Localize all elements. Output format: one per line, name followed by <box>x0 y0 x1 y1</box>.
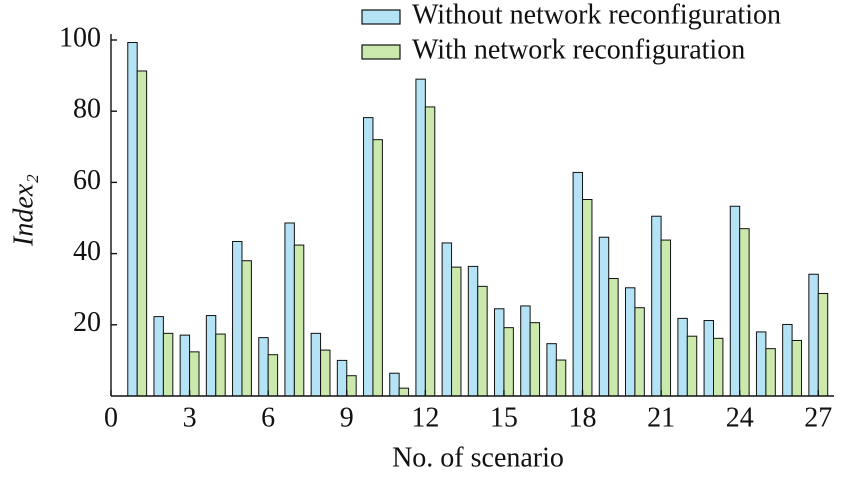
bar <box>529 322 541 397</box>
bar <box>651 215 662 397</box>
bar <box>808 273 819 397</box>
bar <box>336 359 348 397</box>
bar <box>136 70 148 397</box>
bar <box>162 332 174 397</box>
bar <box>415 78 426 397</box>
legend-label: Without network reconfiguration <box>412 0 781 30</box>
bar <box>258 337 269 397</box>
bar <box>494 308 505 397</box>
bar <box>189 351 200 397</box>
x-tick-label: 9 <box>340 402 354 433</box>
x-tick-label: 21 <box>647 402 675 433</box>
legend-swatch <box>361 9 401 25</box>
y-tick-label: 20 <box>73 307 101 338</box>
x-tick-label: 0 <box>104 402 118 433</box>
y-tick-label: 40 <box>73 236 101 267</box>
bar <box>320 349 331 397</box>
bar <box>310 332 322 397</box>
bar <box>634 307 645 397</box>
bar <box>817 292 829 397</box>
x-tick-label: 18 <box>569 402 597 433</box>
bar <box>546 343 557 397</box>
bar <box>739 228 750 397</box>
bar <box>451 266 462 397</box>
x-tick-label: 12 <box>411 402 439 433</box>
bar <box>782 323 793 397</box>
bar <box>467 265 479 397</box>
x-tick-label: 27 <box>804 402 832 433</box>
bar <box>660 239 672 397</box>
bar <box>346 375 357 397</box>
bar <box>598 236 610 397</box>
x-tick-label: 15 <box>490 402 518 433</box>
y-tick-label: 80 <box>73 94 101 125</box>
x-tick-label: 24 <box>726 402 754 433</box>
bar <box>791 339 803 397</box>
bar <box>363 117 374 397</box>
bar <box>241 260 252 397</box>
x-tick-label: 6 <box>261 402 275 433</box>
y-tick-label: 100 <box>59 22 101 53</box>
bar <box>284 222 295 397</box>
bar <box>608 278 619 397</box>
x-tick-label: 3 <box>183 402 197 433</box>
bar <box>205 315 217 397</box>
bar <box>232 240 243 397</box>
bar <box>215 333 226 397</box>
bar <box>503 327 514 397</box>
bar <box>520 305 531 397</box>
bar <box>703 320 715 397</box>
bar <box>477 285 488 397</box>
bar <box>677 317 688 397</box>
legend-label: With network reconfiguration <box>412 34 745 65</box>
legend-swatch <box>361 44 401 60</box>
bar <box>765 348 776 397</box>
bar <box>686 335 698 397</box>
x-axis-label: No. of scenario <box>392 442 564 473</box>
bar <box>389 372 400 397</box>
bar <box>441 242 453 397</box>
bar <box>582 198 593 397</box>
bar <box>624 287 636 397</box>
bar <box>267 354 279 397</box>
bar <box>398 387 410 397</box>
y-axis-label: Index₂ <box>8 174 39 247</box>
bar <box>372 139 383 397</box>
bar <box>179 334 191 397</box>
bar <box>293 244 305 397</box>
bar <box>713 337 724 397</box>
bar <box>729 205 741 397</box>
bar <box>153 316 164 397</box>
bar <box>555 359 567 397</box>
bar <box>127 41 138 397</box>
y-tick-label: 60 <box>73 165 101 196</box>
bar <box>755 331 767 397</box>
bar <box>572 171 584 397</box>
bar <box>424 106 436 397</box>
